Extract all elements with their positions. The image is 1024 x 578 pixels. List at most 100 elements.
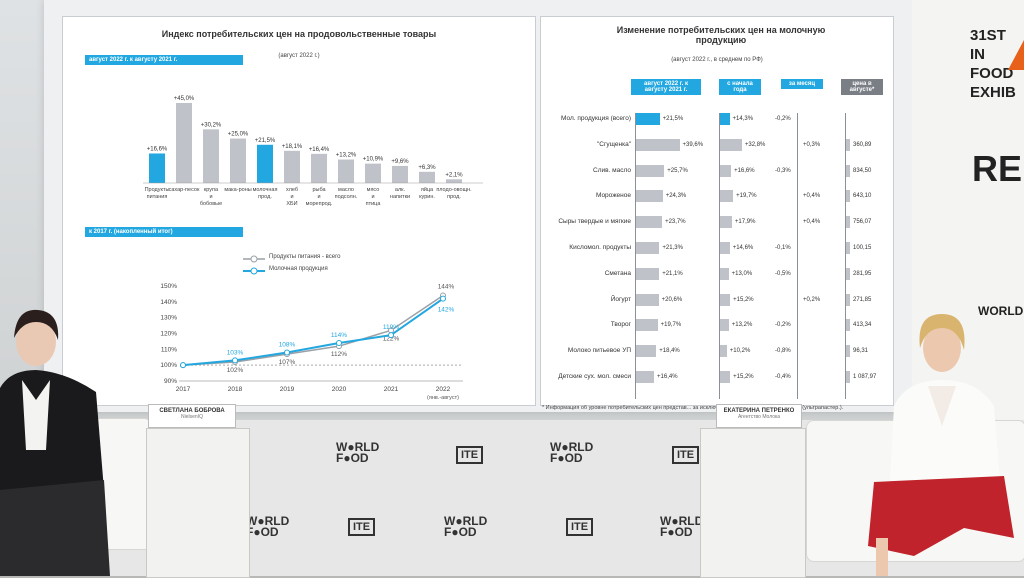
legend-total-label: Продукты питания - всего [269,254,341,260]
row-name: "Сгущенка" [596,140,631,148]
ytd-value: +32,8% [744,141,766,148]
wf-food-5: F●OD [660,525,693,539]
series-data-label: 103% [227,349,244,356]
ytd-bar [720,293,731,306]
bar-category-label: рыба [312,187,326,193]
row-name: Сыры твердые и мягкие [558,218,631,226]
series-point [388,332,394,339]
bar-value-label: +2,1% [445,172,463,178]
ytd-value: +10,2% [729,348,751,355]
bar-value-label: +10,9% [363,157,384,163]
x-tick-label: 2017 [176,386,191,393]
bar-category-label: прод. [258,194,272,200]
bar-value-label: +16,4% [309,147,330,153]
separator-1 [635,113,636,399]
row-name: Йогурт [610,295,631,303]
world-food-logo-4: W●RLD F●OD [444,514,488,538]
price-value: 1 087,97 [853,374,877,380]
month-value: -0,8% [775,348,791,355]
bar-category-label: мака-роны [224,187,251,193]
bar-category-label: мясо [367,187,380,193]
yoy-bar [636,242,660,254]
left-slide-subtitle: (август 2022 г.) [278,53,320,59]
month-value: +0,4% [803,219,821,226]
legend: Продукты питания - всего Молочная продук… [243,253,443,277]
series-data-label: 142% [438,307,455,314]
series-data-label: 107% [279,359,296,366]
series-data-label: 108% [279,342,296,349]
series-point [180,362,186,369]
price-value: 96,31 [853,348,869,355]
bar-value-label: +30,2% [201,122,222,128]
bar-category-label: ХБИ [286,201,297,207]
yoy-bar [636,319,658,332]
yoy-value: +19,7% [660,322,682,329]
bar-category-label: молочная [253,187,278,193]
price-value: 271,85 [853,296,872,303]
series-data-label: 119% [383,324,399,331]
price-value: 834,50 [853,167,872,174]
yoy-bar [636,293,659,306]
price-value: 643,10 [853,193,872,200]
price-value: 100,15 [853,245,872,251]
bar [338,159,354,183]
bar-category-label: сахар-песок [169,187,200,193]
y-tick-label: 140% [160,299,177,306]
tag-august: август 2022 г. к августу 2021 г. [85,55,243,65]
yoy-value: +39,6% [682,141,704,148]
wf-world-1: W●RLD [336,440,380,454]
x-tick-label: 2022 [436,386,451,393]
x-tick-label: 2021 [384,386,399,393]
ytd-bar [720,371,731,383]
bar-value-label: +21,5% [255,138,276,144]
bar-category-label: прод. [447,194,461,200]
row-name: Детские сух. мол. смеси [558,373,631,380]
bar-category-label: хлеб [286,187,298,193]
price-bar [846,242,850,254]
series-point [336,340,342,346]
bar-category-label: питания [147,194,168,200]
price-bar [846,267,850,280]
bar-category-label: напитки [390,194,410,200]
series-data-label: 144% [438,284,455,291]
series-data-label: 112% [331,351,347,358]
yoy-value: +18,4% [659,348,680,355]
bar-category-label: крупа [204,187,219,193]
separator-4 [845,113,846,399]
price-bar [846,345,850,358]
bar [311,153,327,183]
month-value: +0,3% [803,141,821,148]
yoy-bar [636,216,663,229]
bar-category-label: птица [366,201,382,207]
world-food-logo-3: W●RLD F●OD [246,515,289,538]
projection-screen: Индекс потребительских цен на продовольс… [44,0,912,412]
yoy-bar [636,138,680,151]
ytd-bar [720,138,742,151]
price-bar [846,138,850,151]
price-value: 281,95 [853,270,872,277]
series-point [232,357,238,364]
ytd-bar [720,164,732,177]
month-value: -0,1% [775,245,791,251]
col-header-ytd: с начала года [719,79,761,95]
right-slide: Изменение потребительских цен на молочну… [540,16,894,406]
series-data-label: 102% [227,367,244,374]
wf-world-4: W●RLD [444,514,488,528]
speaker-right-org: Агентство Молока [737,414,781,420]
bar [203,129,219,183]
yoy-bar [636,371,655,383]
ytd-bar [720,216,732,229]
y-tick-label: 90% [164,378,177,385]
bar-category-label: плодо-овощн. [436,187,472,193]
bar [176,103,192,183]
right-world-logo: WORLD [978,304,1024,318]
nameplate-right: ЕКАТЕРИНА ПЕТРЕНКО Агентство Молока [716,404,802,428]
ytd-bar [720,345,727,358]
x-tick-label: 2020 [332,386,347,393]
price-bar [846,371,850,383]
speaker-right-figure [868,314,1014,576]
bar-value-label: +13,2% [336,153,357,159]
y-tick-label: 150% [160,283,177,290]
world-food-logo-1: W●RLD F●OD [336,440,380,464]
col-header-month: за месяц [781,79,823,89]
